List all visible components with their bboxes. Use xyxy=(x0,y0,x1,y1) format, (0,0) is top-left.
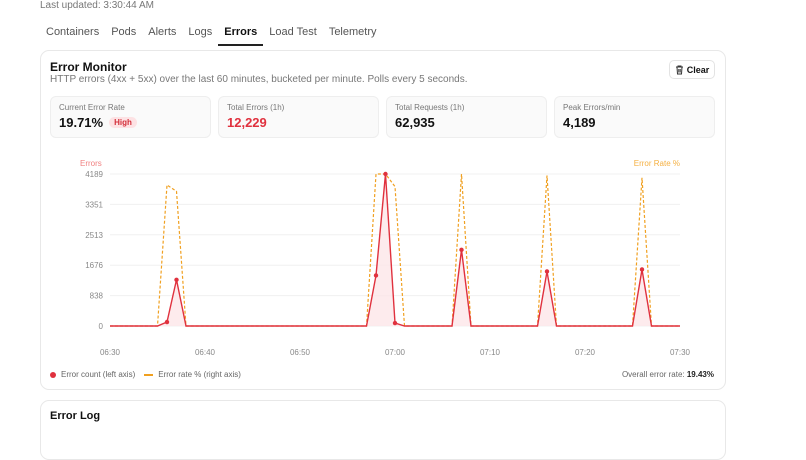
x-tick-label: 07:00 xyxy=(385,348,406,357)
clear-button[interactable]: Clear xyxy=(669,60,715,79)
error-chart: Errors Error Rate % 0 838 1676 2513 3351 4189… xyxy=(80,159,691,357)
card-title: Error Monitor xyxy=(50,60,127,74)
stat-total-requests: Total Requests (1h) 62,935 xyxy=(386,96,547,138)
error-count-point xyxy=(392,320,398,326)
error-log-card xyxy=(40,400,726,460)
error-count-swatch xyxy=(50,371,56,378)
left-axis-label: Errors xyxy=(80,159,102,168)
y-tick-label: 1676 xyxy=(85,261,103,270)
error-count-area xyxy=(110,174,680,326)
error-count-point xyxy=(544,269,550,274)
tab-errors[interactable]: Errors xyxy=(218,24,264,46)
error-count-point xyxy=(459,247,464,253)
clear-label: Clear xyxy=(686,64,710,75)
tab-telemetry[interactable]: Telemetry xyxy=(328,26,377,38)
tab-alerts[interactable]: Alerts xyxy=(148,26,177,38)
tab-load-test[interactable]: Load Test xyxy=(269,26,317,38)
error-count-point xyxy=(174,277,179,282)
stat-label: Total Requests (1h) xyxy=(395,103,465,112)
x-tick-label: 06:30 xyxy=(100,348,121,357)
error-rate-line xyxy=(110,173,680,327)
stat-peak-errors: Peak Errors/min 4,189 xyxy=(554,96,715,138)
error-count-point xyxy=(639,267,645,272)
x-tick-label: 06:50 xyxy=(290,348,311,357)
stat-total-errors: Total Errors (1h) 12,229 xyxy=(218,96,379,138)
x-tick-label: 07:30 xyxy=(670,348,691,357)
tab-pods[interactable]: Pods xyxy=(111,26,137,38)
overall-value: 19.43% xyxy=(686,370,714,379)
stat-value: 19.71% xyxy=(59,115,104,130)
tab-logs[interactable]: Logs xyxy=(188,26,213,38)
x-tick-label: 07:10 xyxy=(480,348,501,357)
stat-value: 12,229 xyxy=(227,115,267,130)
stat-label: Current Error Rate xyxy=(59,103,125,112)
last-updated: Last updated: 3:30:44 AM xyxy=(40,0,154,11)
x-tick-label: 07:20 xyxy=(575,348,596,357)
error-count-point xyxy=(164,319,170,325)
stat-current-error-rate: Current Error Rate 19.71% High xyxy=(50,96,211,138)
status-badge: High xyxy=(109,117,137,128)
stat-label: Peak Errors/min xyxy=(563,103,621,112)
error-log-title: Error Log xyxy=(50,410,101,422)
y-tick-label: 0 xyxy=(99,322,104,331)
error-count-point xyxy=(373,273,379,278)
overall-error-rate: Overall error rate: 19.43% xyxy=(622,370,714,379)
y-tick-label: 3351 xyxy=(85,200,103,209)
legend-error-rate: Error rate % (right axis) xyxy=(158,370,241,379)
stat-value: 4,189 xyxy=(563,115,596,130)
right-axis-label: Error Rate % xyxy=(634,159,680,168)
y-tick-label: 838 xyxy=(90,292,104,301)
stat-value: 62,935 xyxy=(395,115,435,130)
tab-containers[interactable]: Containers xyxy=(46,26,100,38)
chart-legend: Error count (left axis) Error rate % (ri… xyxy=(50,370,241,379)
y-tick-label: 2513 xyxy=(85,231,103,240)
x-tick-label: 06:40 xyxy=(195,348,216,357)
y-tick-label: 4189 xyxy=(85,170,103,179)
error-count-line xyxy=(110,173,680,327)
legend-error-count: Error count (left axis) xyxy=(61,370,136,379)
error-count-point xyxy=(383,171,388,177)
stat-label: Total Errors (1h) xyxy=(227,103,285,112)
tab-bar: Containers Pods Alerts Logs Errors Load … xyxy=(40,24,383,46)
card-subtitle: HTTP errors (4xx + 5xx) over the last 60… xyxy=(50,74,468,85)
error-rate-swatch xyxy=(144,373,154,376)
overall-label: Overall error rate: xyxy=(621,370,685,379)
trash-icon xyxy=(675,65,683,74)
